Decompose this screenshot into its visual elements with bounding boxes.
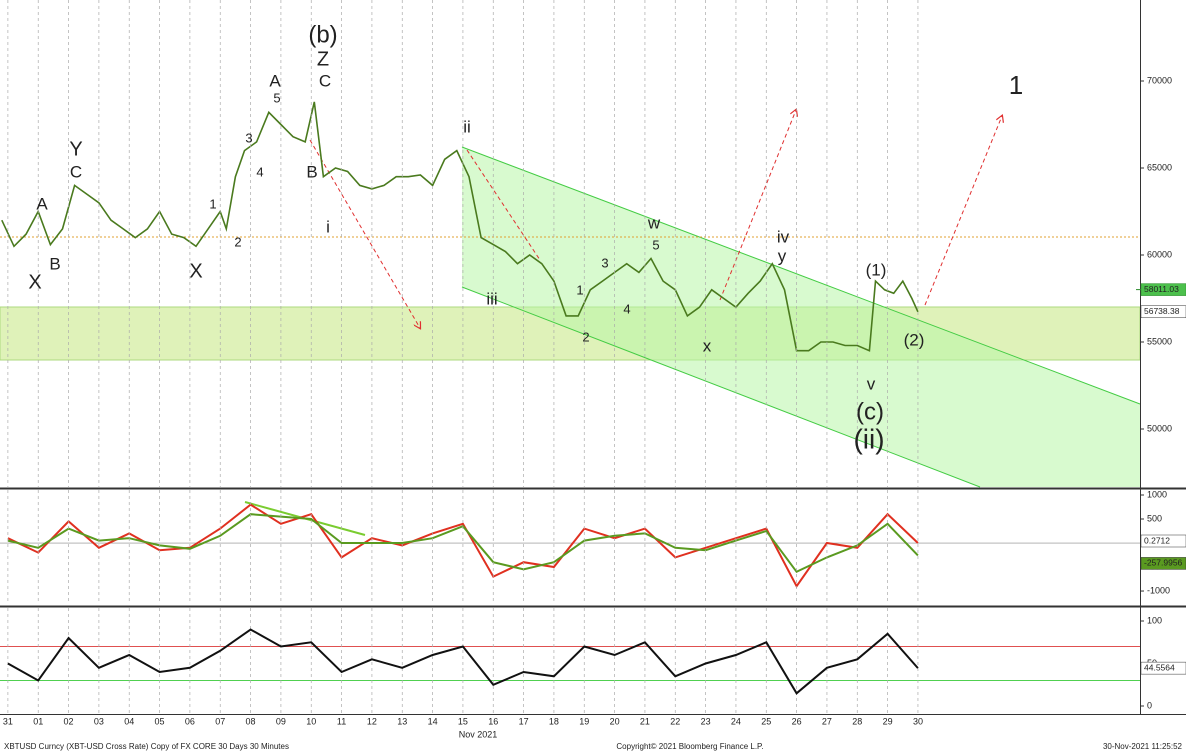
wave-label: X [189, 260, 202, 282]
x-tick-label: 10 [306, 716, 316, 726]
wave-label: C [70, 162, 82, 181]
x-tick-label: 04 [124, 716, 134, 726]
x-tick-label: 06 [185, 716, 195, 726]
wave-label: A [269, 71, 281, 90]
x-tick-label: 17 [519, 716, 529, 726]
x-tick-label: 16 [488, 716, 498, 726]
x-tick-label: 27 [822, 716, 832, 726]
y-tick-label: 60000 [1147, 249, 1172, 259]
arrow [924, 116, 1002, 306]
x-tick-label: 05 [155, 716, 165, 726]
wave-label: 3 [245, 130, 252, 145]
wave-label: 2 [582, 329, 589, 344]
wave-label: (c) [856, 398, 884, 425]
wave-label: y [778, 246, 787, 265]
x-tick-label: 11 [337, 716, 346, 726]
x-tick-label: 09 [276, 716, 286, 726]
wave-label: (1) [866, 260, 887, 279]
wave-label: 1 [1009, 70, 1023, 100]
x-tick-label: 08 [246, 716, 256, 726]
footer-right: 30-Nov-2021 11:25:52 [1103, 742, 1183, 751]
reference-label: 58011.03 [1144, 284, 1179, 294]
wave-label: i [326, 217, 330, 236]
arrow [309, 139, 420, 328]
wave-label: 3 [601, 255, 608, 270]
x-tick-label: 24 [731, 716, 741, 726]
wave-label: Z [317, 48, 329, 70]
wave-label: B [306, 162, 317, 181]
x-tick-label: 31 [3, 716, 13, 726]
y-tick-label: -1000 [1147, 585, 1170, 595]
x-tick-label: 07 [215, 716, 225, 726]
wave-label: 1 [209, 196, 216, 211]
last-value-label: 44.5564 [1144, 662, 1175, 672]
y-tick-label: 55000 [1147, 336, 1172, 346]
wave-label: A [36, 194, 48, 213]
layout [0, 0, 1186, 715]
wave-label: v [867, 374, 876, 393]
x-tick-label: 22 [670, 716, 680, 726]
wave-label: 5 [652, 237, 659, 252]
last-value-box [1140, 661, 1186, 675]
wave-label: iii [486, 289, 497, 308]
wave-label: (b) [308, 21, 337, 48]
y-tick-label: 0 [1147, 700, 1152, 710]
y-tick-label: 65000 [1147, 162, 1172, 172]
channel-line [461, 286, 981, 488]
x-tick-label: 18 [549, 716, 559, 726]
y-tick-label: 500 [1147, 513, 1162, 523]
x-tick-label: 26 [792, 716, 802, 726]
x-tick-label: 12 [367, 716, 377, 726]
x-axis-label: Nov 2021 [459, 729, 498, 739]
wave-label: x [703, 336, 712, 355]
wave-label: iv [777, 227, 790, 246]
wave-label: B [49, 254, 60, 273]
x-tick-label: 20 [610, 716, 620, 726]
last-value-box [1140, 305, 1186, 319]
wave-label: (ii) [853, 423, 884, 454]
x-tick-label: 28 [852, 716, 862, 726]
reference-box [1140, 283, 1186, 296]
footer-center: Copyright© 2021 Bloomberg Finance L.P. [616, 742, 763, 751]
wave-label: 5 [273, 90, 280, 105]
x-tick-label: 13 [397, 716, 407, 726]
wave-label: X [28, 271, 41, 293]
arrow [719, 110, 796, 301]
x-tick-label: 03 [94, 716, 104, 726]
x-tick-label: 01 [33, 716, 43, 726]
last-value-box [1140, 534, 1186, 548]
wave-label: Y [69, 138, 82, 160]
wave-label: 4 [256, 164, 263, 179]
x-tick-label: 21 [640, 716, 650, 726]
series-line [7, 628, 919, 695]
wave-label: ii [463, 117, 471, 136]
x-tick-label: 15 [458, 716, 468, 726]
x-tick-label: 14 [428, 716, 438, 726]
y-tick-label: 50000 [1147, 423, 1172, 433]
x-tick-label: 02 [64, 716, 74, 726]
wave-label: w [647, 213, 661, 232]
y-tick-label: 1000 [1147, 489, 1167, 499]
x-tick-label: 25 [761, 716, 771, 726]
x-tick-label: 19 [579, 716, 589, 726]
last-value-label: -257.9956 [1144, 558, 1183, 568]
channel-line [461, 146, 1141, 405]
x-tick-label: 29 [883, 716, 893, 726]
wave-label: 2 [234, 234, 241, 249]
last-value-label: 56738.38 [1144, 306, 1180, 316]
last-value-box [1140, 557, 1186, 570]
wave-label: 4 [623, 301, 630, 316]
x-tick-label: 30 [913, 716, 923, 726]
last-value-label: 0.2712 [1144, 535, 1170, 545]
y-tick-label: 70000 [1147, 75, 1172, 85]
y-tick-label: 100 [1147, 615, 1162, 625]
wave-label: 1 [576, 282, 583, 297]
footer-left: XBTUSD Curncy (XBT-USD Cross Rate) Copy … [4, 742, 289, 751]
arrow [466, 149, 541, 261]
wave-label: C [319, 71, 331, 90]
wave-label: (2) [904, 330, 925, 349]
channel [462, 147, 1140, 487]
x-tick-label: 23 [701, 716, 711, 726]
